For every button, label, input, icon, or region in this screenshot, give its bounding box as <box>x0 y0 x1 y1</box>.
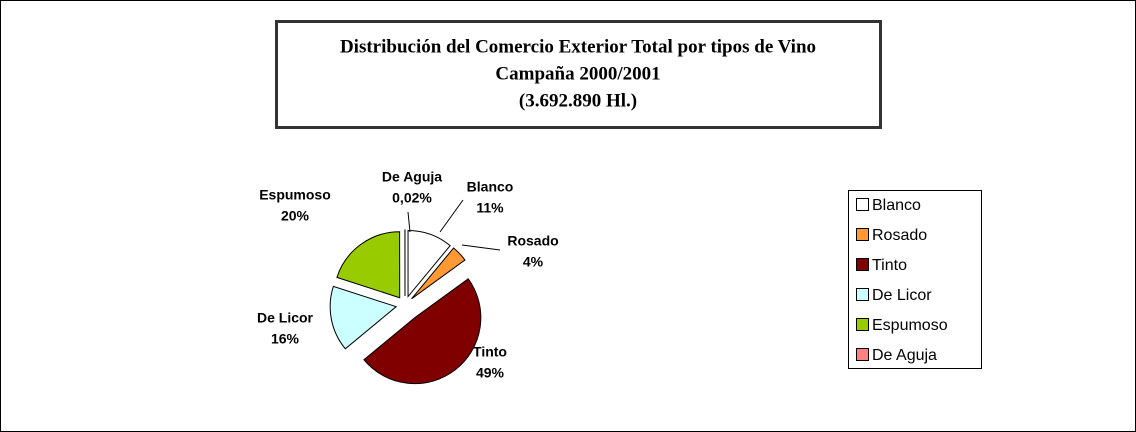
legend-label: De Licor <box>872 287 932 304</box>
slice-label: De Aguja <box>382 169 442 185</box>
slice-label: Blanco <box>467 179 514 195</box>
slice-label: Espumoso <box>259 187 331 203</box>
title-box <box>275 20 882 129</box>
leader-line <box>439 199 464 233</box>
pie-slice <box>336 231 401 299</box>
legend-label: Blanco <box>872 197 921 214</box>
pie-slice <box>411 247 466 300</box>
slice-value-label: 0,02% <box>392 190 432 206</box>
leader-line <box>461 244 501 251</box>
legend-label: Tinto <box>872 257 907 274</box>
slice-value-label: 4% <box>523 254 544 270</box>
slice-value-label: 11% <box>476 200 504 216</box>
slice-value-label: 20% <box>281 208 310 224</box>
legend-swatch <box>856 288 869 301</box>
leader-line <box>407 211 411 233</box>
legend-swatch <box>856 198 869 211</box>
slice-label: De Licor <box>257 310 314 326</box>
chart-title: (3.692.890 Hl.) <box>519 90 637 111</box>
slice-value-label: 49% <box>476 365 505 381</box>
legend-swatch <box>856 318 869 331</box>
slice-value-label: 16% <box>271 331 300 347</box>
pie-slice <box>363 278 482 385</box>
legend-label: Espumoso <box>872 317 948 334</box>
legend-swatch <box>856 258 869 271</box>
legend-swatch <box>856 228 869 241</box>
chart-title: Distribución del Comercio Exterior Total… <box>340 36 816 57</box>
chart-title: Campaña 2000/2001 <box>495 63 660 84</box>
legend-box <box>848 190 982 369</box>
pie-slice <box>407 230 451 298</box>
legend-label: De Aguja <box>872 347 937 364</box>
slice-label: Rosado <box>507 233 558 249</box>
pie-slice <box>329 285 398 350</box>
legend-swatch <box>856 348 869 361</box>
slice-label: Tinto <box>473 344 507 360</box>
legend-label: Rosado <box>872 227 927 244</box>
